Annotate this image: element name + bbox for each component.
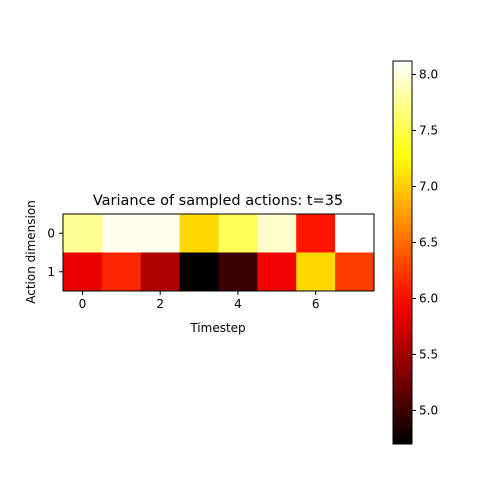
heatmap-cell <box>257 252 297 292</box>
heatmap-cell <box>179 214 219 253</box>
colorbar-tick-label: 6.0 <box>419 291 438 305</box>
heatmap-cell <box>218 252 258 292</box>
colorbar: 5.0 5.5 6.0 6.5 7.0 7.5 8.0 <box>392 60 438 445</box>
heatmap-cell <box>296 214 336 253</box>
heatmap-cell <box>179 252 219 292</box>
heatmap-cell <box>335 214 375 253</box>
colorbar-tick-label: 8.0 <box>419 67 438 81</box>
plot-frame <box>62 213 375 292</box>
heatmap-cell <box>63 252 103 292</box>
colorbar-tick-label: 5.5 <box>419 347 438 361</box>
chart-title: Variance of sampled actions: t=35 <box>93 193 343 209</box>
x-axis-ticks: 0 2 4 6 <box>79 291 320 311</box>
y-tick-label: 0 <box>47 226 55 240</box>
y-tick-label: 1 <box>47 265 55 279</box>
heatmap-cell <box>63 214 103 253</box>
x-tick-label: 2 <box>156 297 164 311</box>
heatmap-cells <box>63 214 375 292</box>
colorbar-tick-label: 5.0 <box>419 403 438 417</box>
heatmap-cell <box>257 214 297 253</box>
y-axis-label: Action dimension <box>24 200 38 304</box>
y-axis-ticks: 01 <box>47 226 63 279</box>
colorbar-tick-label: 7.5 <box>419 123 438 137</box>
colorbar-tick-label: 7.0 <box>419 179 438 193</box>
colorbar-ticks: 5.0 5.5 6.0 6.5 7.0 7.5 8.0 <box>412 67 438 417</box>
x-tick-label: 4 <box>234 297 242 311</box>
heatmap-cell <box>140 252 181 292</box>
heatmap-cell <box>335 252 375 292</box>
heatmap-cell <box>218 214 258 253</box>
heatmap-cell <box>101 252 142 292</box>
x-tick-label: 0 <box>79 297 87 311</box>
x-axis-label: Timestep <box>189 321 245 335</box>
heatmap-cell <box>101 214 142 253</box>
heatmap-cell <box>140 214 181 253</box>
colorbar-frame <box>392 60 413 445</box>
colorbar-tick-label: 6.5 <box>419 235 438 249</box>
heatmap-cell <box>296 252 336 292</box>
colorbar-gradient <box>393 61 412 444</box>
x-tick-label: 6 <box>312 297 320 311</box>
